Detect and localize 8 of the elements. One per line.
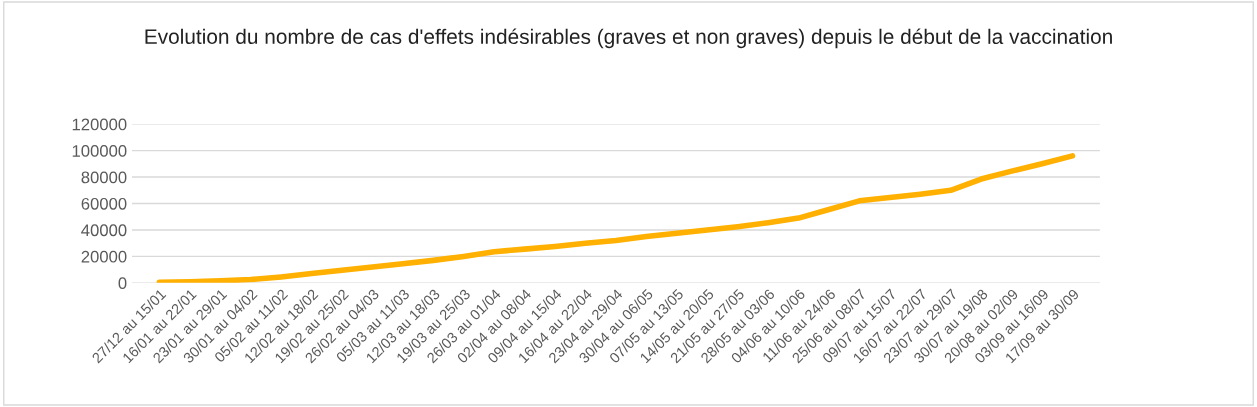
chart-title: Evolution du nombre de cas d'effets indésirables (graves et non graves) depuis le début de la vaccination [145, 28, 1112, 49]
y-tick-label: 80000 [81, 171, 127, 184]
y-tick-label: 60000 [81, 197, 127, 210]
y-tick-label: 0 [118, 277, 127, 290]
y-tick-label: 40000 [81, 224, 127, 237]
y-tick-label: 20000 [81, 250, 127, 263]
y-tick-label: 120000 [72, 118, 127, 131]
y-tick-label: 100000 [72, 144, 127, 157]
